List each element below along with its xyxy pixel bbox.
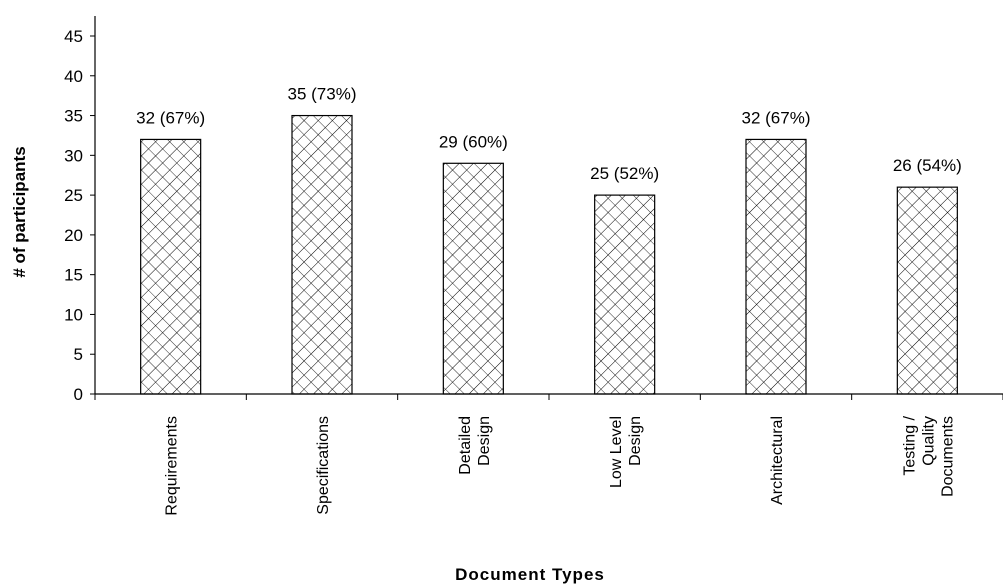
- category-label-2: Detailed Design: [457, 416, 493, 475]
- y-tick-label: 15: [64, 266, 83, 285]
- data-label-3: 25 (52%): [590, 164, 659, 183]
- y-tick-label: 10: [64, 305, 83, 324]
- data-label-5: 26 (54%): [893, 156, 962, 175]
- category-label-line: Testing /: [901, 415, 918, 475]
- y-tick-label: 30: [64, 146, 83, 165]
- data-label-2: 29 (60%): [439, 132, 508, 151]
- bar-1: [291, 114, 353, 395]
- category-label-line: Design: [476, 416, 493, 466]
- bar-0: [140, 138, 202, 395]
- bars-layer: [140, 114, 958, 395]
- labels-layer: 0 5 10 15 20 25 30 35 40 45 32 (67%) Requirements 35…: [64, 27, 962, 516]
- category-label-line: Documents: [939, 416, 956, 497]
- category-label-line: Low Level: [608, 416, 625, 488]
- y-axis-title: # of participants: [10, 146, 29, 277]
- category-label-line: Design: [627, 416, 644, 466]
- data-label-1: 35 (73%): [288, 85, 357, 104]
- bar-5: [896, 186, 958, 395]
- axes-layer: [90, 16, 1003, 400]
- y-tick-label: 20: [64, 226, 83, 245]
- category-label-3: Low Level Design: [608, 416, 644, 488]
- category-label-line: Requirements: [164, 416, 181, 516]
- category-label-1: Specifications: [315, 416, 332, 515]
- category-label-5: Testing / Quality Documents: [901, 415, 956, 496]
- x-axis-title: Document Types: [455, 565, 605, 584]
- y-tick-label: 5: [74, 345, 83, 364]
- y-tick-label: 0: [74, 385, 83, 404]
- category-label-0: Requirements: [164, 416, 181, 516]
- y-tick-label: 45: [64, 27, 83, 46]
- y-tick-label: 40: [64, 67, 83, 86]
- category-label-line: Architectural: [769, 416, 786, 505]
- category-label-line: Quality: [920, 416, 937, 466]
- data-label-0: 32 (67%): [136, 108, 205, 127]
- bar-3: [594, 194, 656, 395]
- category-label-4: Architectural: [769, 416, 786, 505]
- category-label-line: Specifications: [315, 416, 332, 515]
- bar-4: [745, 138, 807, 395]
- y-tick-label: 35: [64, 107, 83, 126]
- bar-2: [442, 162, 504, 395]
- category-label-line: Detailed: [457, 416, 474, 475]
- data-label-4: 32 (67%): [742, 108, 811, 127]
- y-tick-label: 25: [64, 186, 83, 205]
